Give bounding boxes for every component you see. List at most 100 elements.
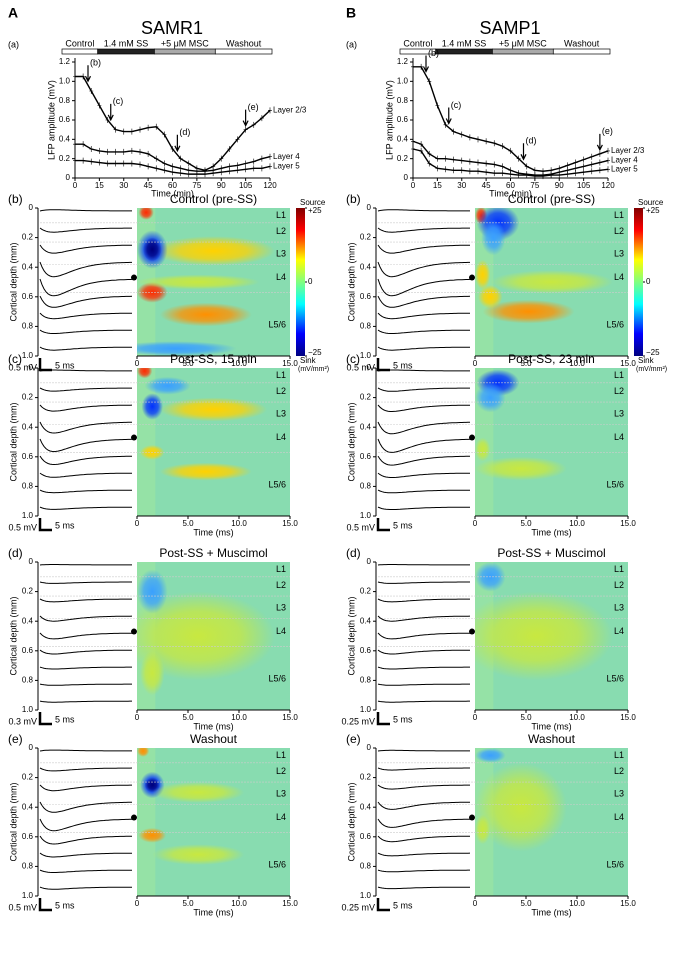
- x-tick-label: 0: [73, 181, 78, 190]
- lfp-trace: [39, 767, 133, 772]
- heatmap-blob: [475, 748, 506, 763]
- lfp-trace: [377, 346, 470, 351]
- annotation: (c): [451, 100, 462, 110]
- scale-amplitude: 0.5 mV: [346, 362, 375, 372]
- error-bar: [186, 160, 191, 167]
- panel-title: Post-SS, 15 min: [170, 352, 257, 366]
- error-bar: [427, 160, 432, 167]
- error-bar: [484, 160, 489, 167]
- error-bar: [443, 155, 448, 162]
- error-bar: [243, 166, 248, 173]
- error-bar: [211, 170, 216, 177]
- layer-label: L4: [276, 272, 286, 282]
- lfp-trace: [377, 749, 470, 752]
- annotation-arrow: [107, 103, 114, 122]
- y-tick-label: 0.2: [360, 773, 372, 782]
- error-bar: [73, 73, 77, 80]
- scale-bar: [38, 712, 52, 726]
- error-bar: [597, 159, 602, 166]
- lfp-trace: [377, 489, 470, 494]
- y-tick-label: 0: [367, 363, 372, 372]
- y-tick-label: 0.4: [397, 134, 409, 143]
- electrode-marker: [469, 628, 475, 635]
- error-bar: [251, 121, 256, 128]
- layer-label: L5/6: [606, 859, 624, 869]
- lfp-trace: [39, 886, 132, 890]
- lfp-trace: [39, 869, 132, 873]
- y-tick-label: 0.2: [22, 773, 34, 782]
- scale-duration: 5 ms: [393, 360, 413, 370]
- lfp-trace: [39, 369, 132, 372]
- lfp-trace: [39, 506, 132, 510]
- scale-bar: [376, 712, 390, 726]
- colorbar-unit: (mV/mm²): [636, 366, 667, 373]
- x-axis-label: Time (min): [151, 188, 194, 198]
- protocol-segment: [492, 48, 554, 55]
- scale-amplitude: 0.5 mV: [8, 522, 37, 532]
- lfp-trace: [377, 869, 470, 873]
- error-bar: [81, 73, 86, 80]
- layer-label: L2: [614, 386, 624, 396]
- lfp-trace: [377, 387, 470, 392]
- heatmap: [137, 748, 290, 896]
- x-tick-label: 105: [577, 181, 591, 190]
- electrode-marker: [131, 274, 137, 281]
- heatmap: [475, 368, 628, 516]
- column-label: A: [8, 5, 18, 21]
- error-bar: [516, 172, 521, 179]
- y-axis-label: LFP amplitude (mV): [384, 80, 394, 160]
- annotation: (d): [179, 127, 190, 137]
- error-bar: [89, 88, 94, 94]
- x-tick-label: 0: [473, 713, 478, 722]
- layer-label: L2: [276, 386, 286, 396]
- error-bar: [589, 153, 594, 160]
- scale-duration: 5 ms: [55, 900, 75, 910]
- layer-label: L4: [276, 812, 286, 822]
- layer-label: L1: [276, 210, 286, 220]
- y-tick-label: 0.6: [360, 646, 372, 655]
- scale-bar: [38, 898, 52, 912]
- protocol-phase: Washout: [226, 38, 262, 48]
- error-bar: [459, 157, 464, 164]
- y-tick-label: 0.8: [59, 96, 71, 105]
- y-tick-label: 0: [29, 743, 34, 752]
- x-tick-label: 75: [530, 181, 539, 190]
- annotation: (c): [113, 96, 124, 106]
- lfp-trace: [39, 666, 132, 670]
- x-tick-label: 10.0: [231, 899, 247, 908]
- panel-title: Post-SS + Muscimol: [497, 546, 605, 560]
- x-tick-label: 10.0: [569, 359, 585, 368]
- y-tick-label: 0.2: [22, 393, 34, 402]
- lfp-trace: [377, 683, 470, 686]
- electrode-marker: [131, 434, 137, 441]
- layer-label: L3: [614, 408, 624, 418]
- panel-label: (c): [346, 352, 360, 366]
- x-axis-label: Time (ms): [193, 907, 233, 917]
- lfp-trace: [377, 421, 470, 435]
- heatmap-blob: [475, 382, 506, 413]
- layer-label: L3: [614, 788, 624, 798]
- x-tick-label: 15.0: [282, 899, 298, 908]
- error-bar: [597, 150, 602, 157]
- lfp-trace: [39, 455, 132, 466]
- colorbar: [296, 208, 305, 356]
- error-bar: [138, 148, 142, 155]
- series-label: Layer 4: [611, 156, 638, 165]
- y-tick-label: 1.0: [22, 351, 34, 360]
- colorbar-bottom: Sink: [638, 356, 655, 365]
- annotation: (e): [248, 102, 259, 112]
- y-tick-label: 0.4: [22, 616, 34, 625]
- error-bar: [105, 117, 110, 123]
- error-bar: [492, 170, 497, 177]
- error-bar: [581, 163, 586, 170]
- y-tick-label: 0.6: [360, 452, 372, 461]
- lfp-trace: [39, 649, 132, 655]
- series-label: Layer 5: [611, 164, 638, 173]
- error-bar: [597, 167, 602, 174]
- error-bar: [162, 131, 167, 138]
- error-bar: [170, 146, 175, 152]
- heatmap-blob: [159, 302, 252, 327]
- error-bar: [259, 155, 264, 162]
- y-tick-label: 0.2: [397, 154, 409, 163]
- series-label: Layer 5: [273, 162, 300, 171]
